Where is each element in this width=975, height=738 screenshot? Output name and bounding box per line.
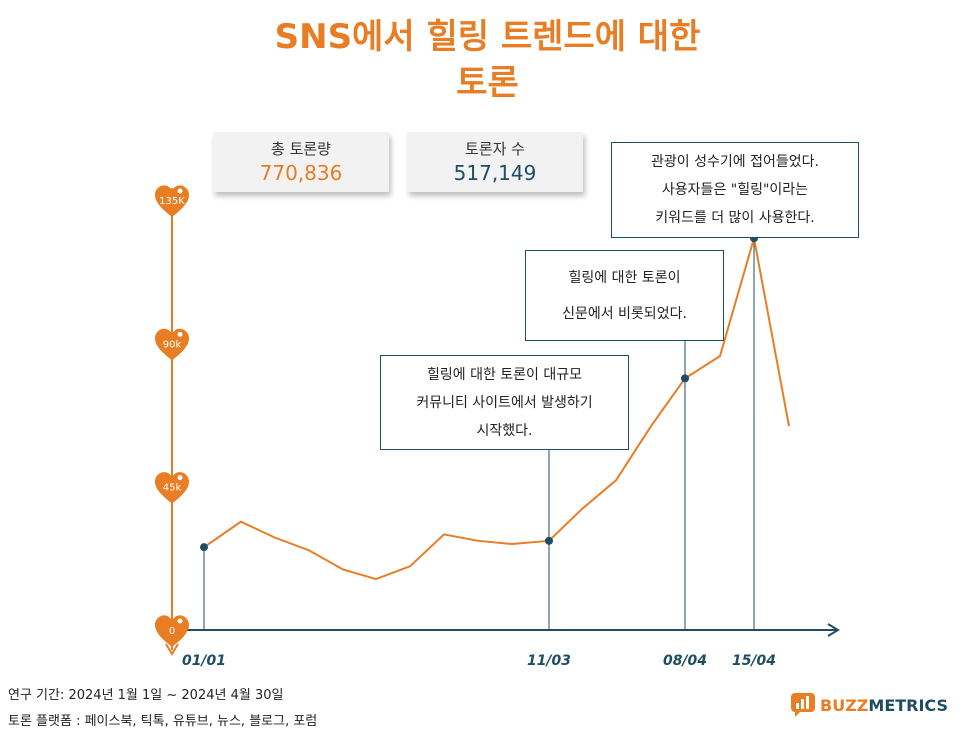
x-tick-label: 15/04 [732, 653, 776, 669]
total-volume-value: 770,836 [259, 161, 343, 185]
x-axis-arrow [827, 623, 840, 637]
heart-sparkle-icon [177, 475, 183, 481]
callout-community: 힐링에 대한 토론이 대규모 커뮤니티 사이트에서 발생하기 시작했다. [380, 355, 629, 450]
title-line-1: SNS에서 힐링 트렌드에 대한 [274, 17, 701, 57]
callout-community-line1: 힐링에 대한 토론이 대규모 [426, 366, 583, 383]
series-line [203, 237, 790, 581]
heart-sparkle-icon [177, 188, 183, 194]
callout-community-line2: 커뮤니티 사이트에서 발생하기 [416, 394, 593, 411]
callout-newspaper-line1: 힐링에 대한 토론이 [568, 269, 681, 286]
total-volume-card: 총 토론량 770,836 [213, 132, 389, 192]
logo-metrics: METRICS [868, 695, 948, 715]
discussion-platforms: 토론 플랫폼 : 페이스북, 틱톡, 유튜브, 뉴스, 블로그, 포럼 [8, 714, 318, 729]
heart-sparkle-icon [177, 331, 183, 337]
x-tick-label: 01/01 [182, 653, 226, 669]
y-tick-label: 90k [163, 339, 182, 350]
y-tick-heart: 45k [155, 472, 189, 504]
x-tick-label: 08/04 [663, 653, 707, 669]
participants-label: 토론자 수 [465, 140, 525, 158]
data-point [545, 536, 553, 545]
y-tick-label: 45k [163, 483, 182, 494]
y-tick-heart: 135K [155, 185, 189, 217]
y-tick-heart: 0 [155, 615, 189, 647]
study-period: 연구 기간: 2024년 1월 1일 ~ 2024년 4월 30일 [8, 688, 284, 703]
total-volume-label: 총 토론량 [271, 140, 331, 158]
callout-peak-season: 관광이 성수기에 접어들었다. 사용자들은 "힐링"이라는 키워드를 더 많이 … [611, 142, 859, 238]
logo-chat-icon [791, 693, 815, 717]
data-point [200, 543, 208, 552]
buzzmetrics-logo: BUZZ METRICS [790, 690, 948, 720]
callout-newspaper-line2: 신문에서 비롯되었다. [562, 305, 687, 322]
participants-value: 517,149 [453, 161, 537, 185]
y-tick-heart: 90k [155, 328, 189, 361]
data-point [681, 374, 689, 383]
callout-peak-line1: 관광이 성수기에 접어들었다. [651, 154, 819, 170]
heart-sparkle-icon [177, 618, 183, 624]
callout-peak-line2: 사용자들은 "힐링"이라는 [661, 182, 809, 198]
y-tick-label: 0 [169, 626, 175, 637]
participants-card: 토론자 수 517,149 [407, 132, 583, 192]
y-tick-label: 135K [159, 196, 185, 207]
callout-peak-line3: 키워드를 더 많이 사용한다. [655, 210, 815, 226]
x-tick-label: 11/03 [527, 653, 571, 669]
chart-title: SNS에서 힐링 트렌드에 대한 토론 [0, 14, 975, 106]
logo-buzz: BUZZ [820, 695, 869, 715]
callout-community-line3: 시작했다. [476, 422, 533, 439]
y-axis-arrow [165, 643, 179, 656]
callout-newspaper: 힐링에 대한 토론이 신문에서 비롯되었다. [525, 250, 724, 341]
title-line-2: 토론 [456, 63, 519, 103]
